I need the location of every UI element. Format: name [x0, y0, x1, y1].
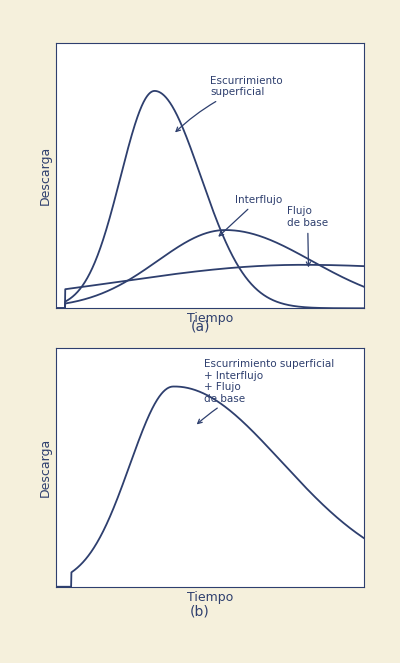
X-axis label: Tiempo: Tiempo	[187, 312, 233, 326]
Text: Interflujo: Interflujo	[219, 195, 282, 236]
Text: (b): (b)	[190, 604, 210, 619]
Text: Escurrimiento superficial
+ Interflujo
+ Flujo
de base: Escurrimiento superficial + Interflujo +…	[198, 359, 334, 424]
X-axis label: Tiempo: Tiempo	[187, 591, 233, 604]
Y-axis label: Descarga: Descarga	[39, 146, 52, 206]
Text: Flujo
de base: Flujo de base	[287, 206, 328, 266]
Y-axis label: Descarga: Descarga	[39, 438, 52, 497]
Text: (a): (a)	[190, 320, 210, 334]
Text: Escurrimiento
superficial: Escurrimiento superficial	[176, 76, 283, 131]
